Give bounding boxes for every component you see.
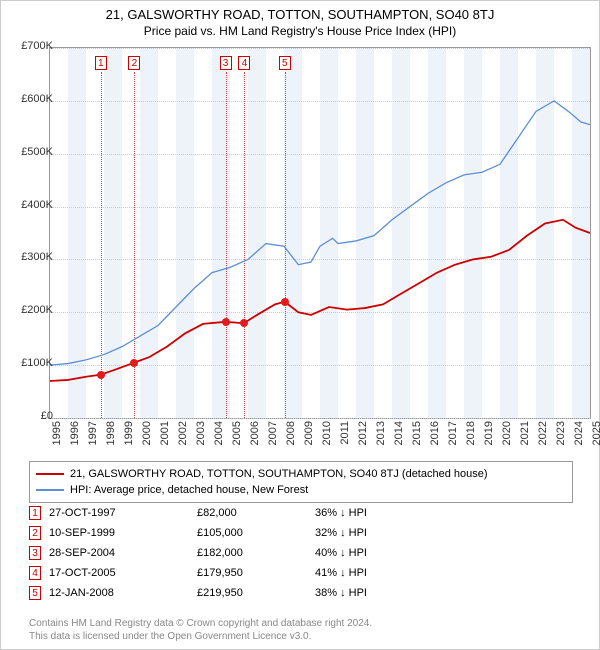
legend: 21, GALSWORTHY ROAD, TOTTON, SOUTHAMPTON…: [29, 461, 573, 503]
x-axis-label: 2011: [339, 421, 351, 451]
sale-dot-3: [222, 318, 230, 326]
y-axis-label: £500K: [9, 146, 53, 158]
sale-dot-5: [281, 298, 289, 306]
x-axis-label: 2022: [537, 421, 549, 451]
sale-dot-4: [240, 319, 248, 327]
x-axis-label: 2023: [555, 421, 567, 451]
row-date: 12-JAN-2008: [49, 587, 189, 599]
row-marker: 4: [29, 566, 41, 580]
x-axis-label: 2007: [267, 421, 279, 451]
table-row: 2 10-SEP-1999 £105,000 32% ↓ HPI: [29, 523, 573, 543]
table-row: 5 12-JAN-2008 £219,950 38% ↓ HPI: [29, 583, 573, 603]
legend-item: HPI: Average price, detached house, New …: [36, 482, 566, 498]
sale-dot-2: [130, 359, 138, 367]
y-axis-label: £100K: [9, 357, 53, 369]
legend-label: HPI: Average price, detached house, New …: [70, 484, 308, 496]
x-axis-label: 2006: [249, 421, 261, 451]
legend-swatch: [36, 473, 64, 475]
row-date: 10-SEP-1999: [49, 527, 189, 539]
row-marker: 3: [29, 546, 41, 560]
table-row: 3 28-SEP-2004 £182,000 40% ↓ HPI: [29, 543, 573, 563]
x-axis-label: 2009: [303, 421, 315, 451]
row-price: £82,000: [197, 507, 307, 519]
x-axis-label: 2003: [195, 421, 207, 451]
table-row: 4 17-OCT-2005 £179,950 41% ↓ HPI: [29, 563, 573, 583]
chart-container: 21, GALSWORTHY ROAD, TOTTON, SOUTHAMPTON…: [0, 0, 600, 650]
x-axis-label: 2012: [357, 421, 369, 451]
x-axis-label: 1999: [123, 421, 135, 451]
row-pct: 41% ↓ HPI: [315, 567, 455, 579]
page-subtitle: Price paid vs. HM Land Registry's House …: [1, 24, 599, 38]
legend-label: 21, GALSWORTHY ROAD, TOTTON, SOUTHAMPTON…: [70, 468, 488, 480]
x-axis-label: 1995: [51, 421, 63, 451]
row-marker: 1: [29, 506, 41, 520]
y-axis-label: £0: [9, 410, 53, 422]
x-axis-label: 2005: [231, 421, 243, 451]
legend-swatch: [36, 489, 64, 491]
x-axis-label: 1997: [87, 421, 99, 451]
row-pct: 32% ↓ HPI: [315, 527, 455, 539]
y-axis-label: £700K: [9, 40, 53, 52]
x-axis-label: 2017: [447, 421, 459, 451]
footer-line-1: Contains HM Land Registry data © Crown c…: [29, 617, 573, 630]
x-axis-label: 2000: [141, 421, 153, 451]
series-property: [50, 220, 590, 381]
row-marker: 5: [29, 586, 41, 600]
table-row: 1 27-OCT-1997 £82,000 36% ↓ HPI: [29, 503, 573, 523]
x-axis-label: 2002: [177, 421, 189, 451]
x-axis-label: 2015: [411, 421, 423, 451]
row-price: £105,000: [197, 527, 307, 539]
x-axis-label: 1996: [69, 421, 81, 451]
row-date: 17-OCT-2005: [49, 567, 189, 579]
x-axis-label: 2004: [213, 421, 225, 451]
transaction-table: 1 27-OCT-1997 £82,000 36% ↓ HPI 2 10-SEP-1999…: [29, 503, 573, 603]
row-pct: 36% ↓ HPI: [315, 507, 455, 519]
footer-line-2: This data is licensed under the Open Gov…: [29, 630, 573, 643]
row-date: 28-SEP-2004: [49, 547, 189, 559]
footer-attribution: Contains HM Land Registry data © Crown c…: [29, 617, 573, 643]
x-axis-label: 2020: [501, 421, 513, 451]
series-hpi: [50, 101, 590, 365]
legend-item: 21, GALSWORTHY ROAD, TOTTON, SOUTHAMPTON…: [36, 466, 566, 482]
y-axis-label: £400K: [9, 199, 53, 211]
row-price: £219,950: [197, 587, 307, 599]
row-marker: 2: [29, 526, 41, 540]
x-axis-label: 2014: [393, 421, 405, 451]
x-axis-label: 2008: [285, 421, 297, 451]
x-axis-label: 2001: [159, 421, 171, 451]
x-axis-label: 2016: [429, 421, 441, 451]
row-price: £182,000: [197, 547, 307, 559]
y-axis-label: £200K: [9, 304, 53, 316]
x-axis-label: 2021: [519, 421, 531, 451]
y-axis-label: £600K: [9, 93, 53, 105]
x-axis-label: 2010: [321, 421, 333, 451]
x-axis-label: 2019: [483, 421, 495, 451]
row-date: 27-OCT-1997: [49, 507, 189, 519]
x-axis-label: 2018: [465, 421, 477, 451]
y-axis-label: £300K: [9, 251, 53, 263]
chart-plot-area: 12345: [49, 47, 591, 419]
x-axis-label: 2013: [375, 421, 387, 451]
x-axis-label: 1998: [105, 421, 117, 451]
x-axis-label: 2024: [573, 421, 585, 451]
sale-dot-1: [97, 371, 105, 379]
row-price: £179,950: [197, 567, 307, 579]
row-pct: 38% ↓ HPI: [315, 587, 455, 599]
page-title: 21, GALSWORTHY ROAD, TOTTON, SOUTHAMPTON…: [1, 7, 599, 22]
x-axis-label: 2025: [591, 421, 600, 451]
row-pct: 40% ↓ HPI: [315, 547, 455, 559]
